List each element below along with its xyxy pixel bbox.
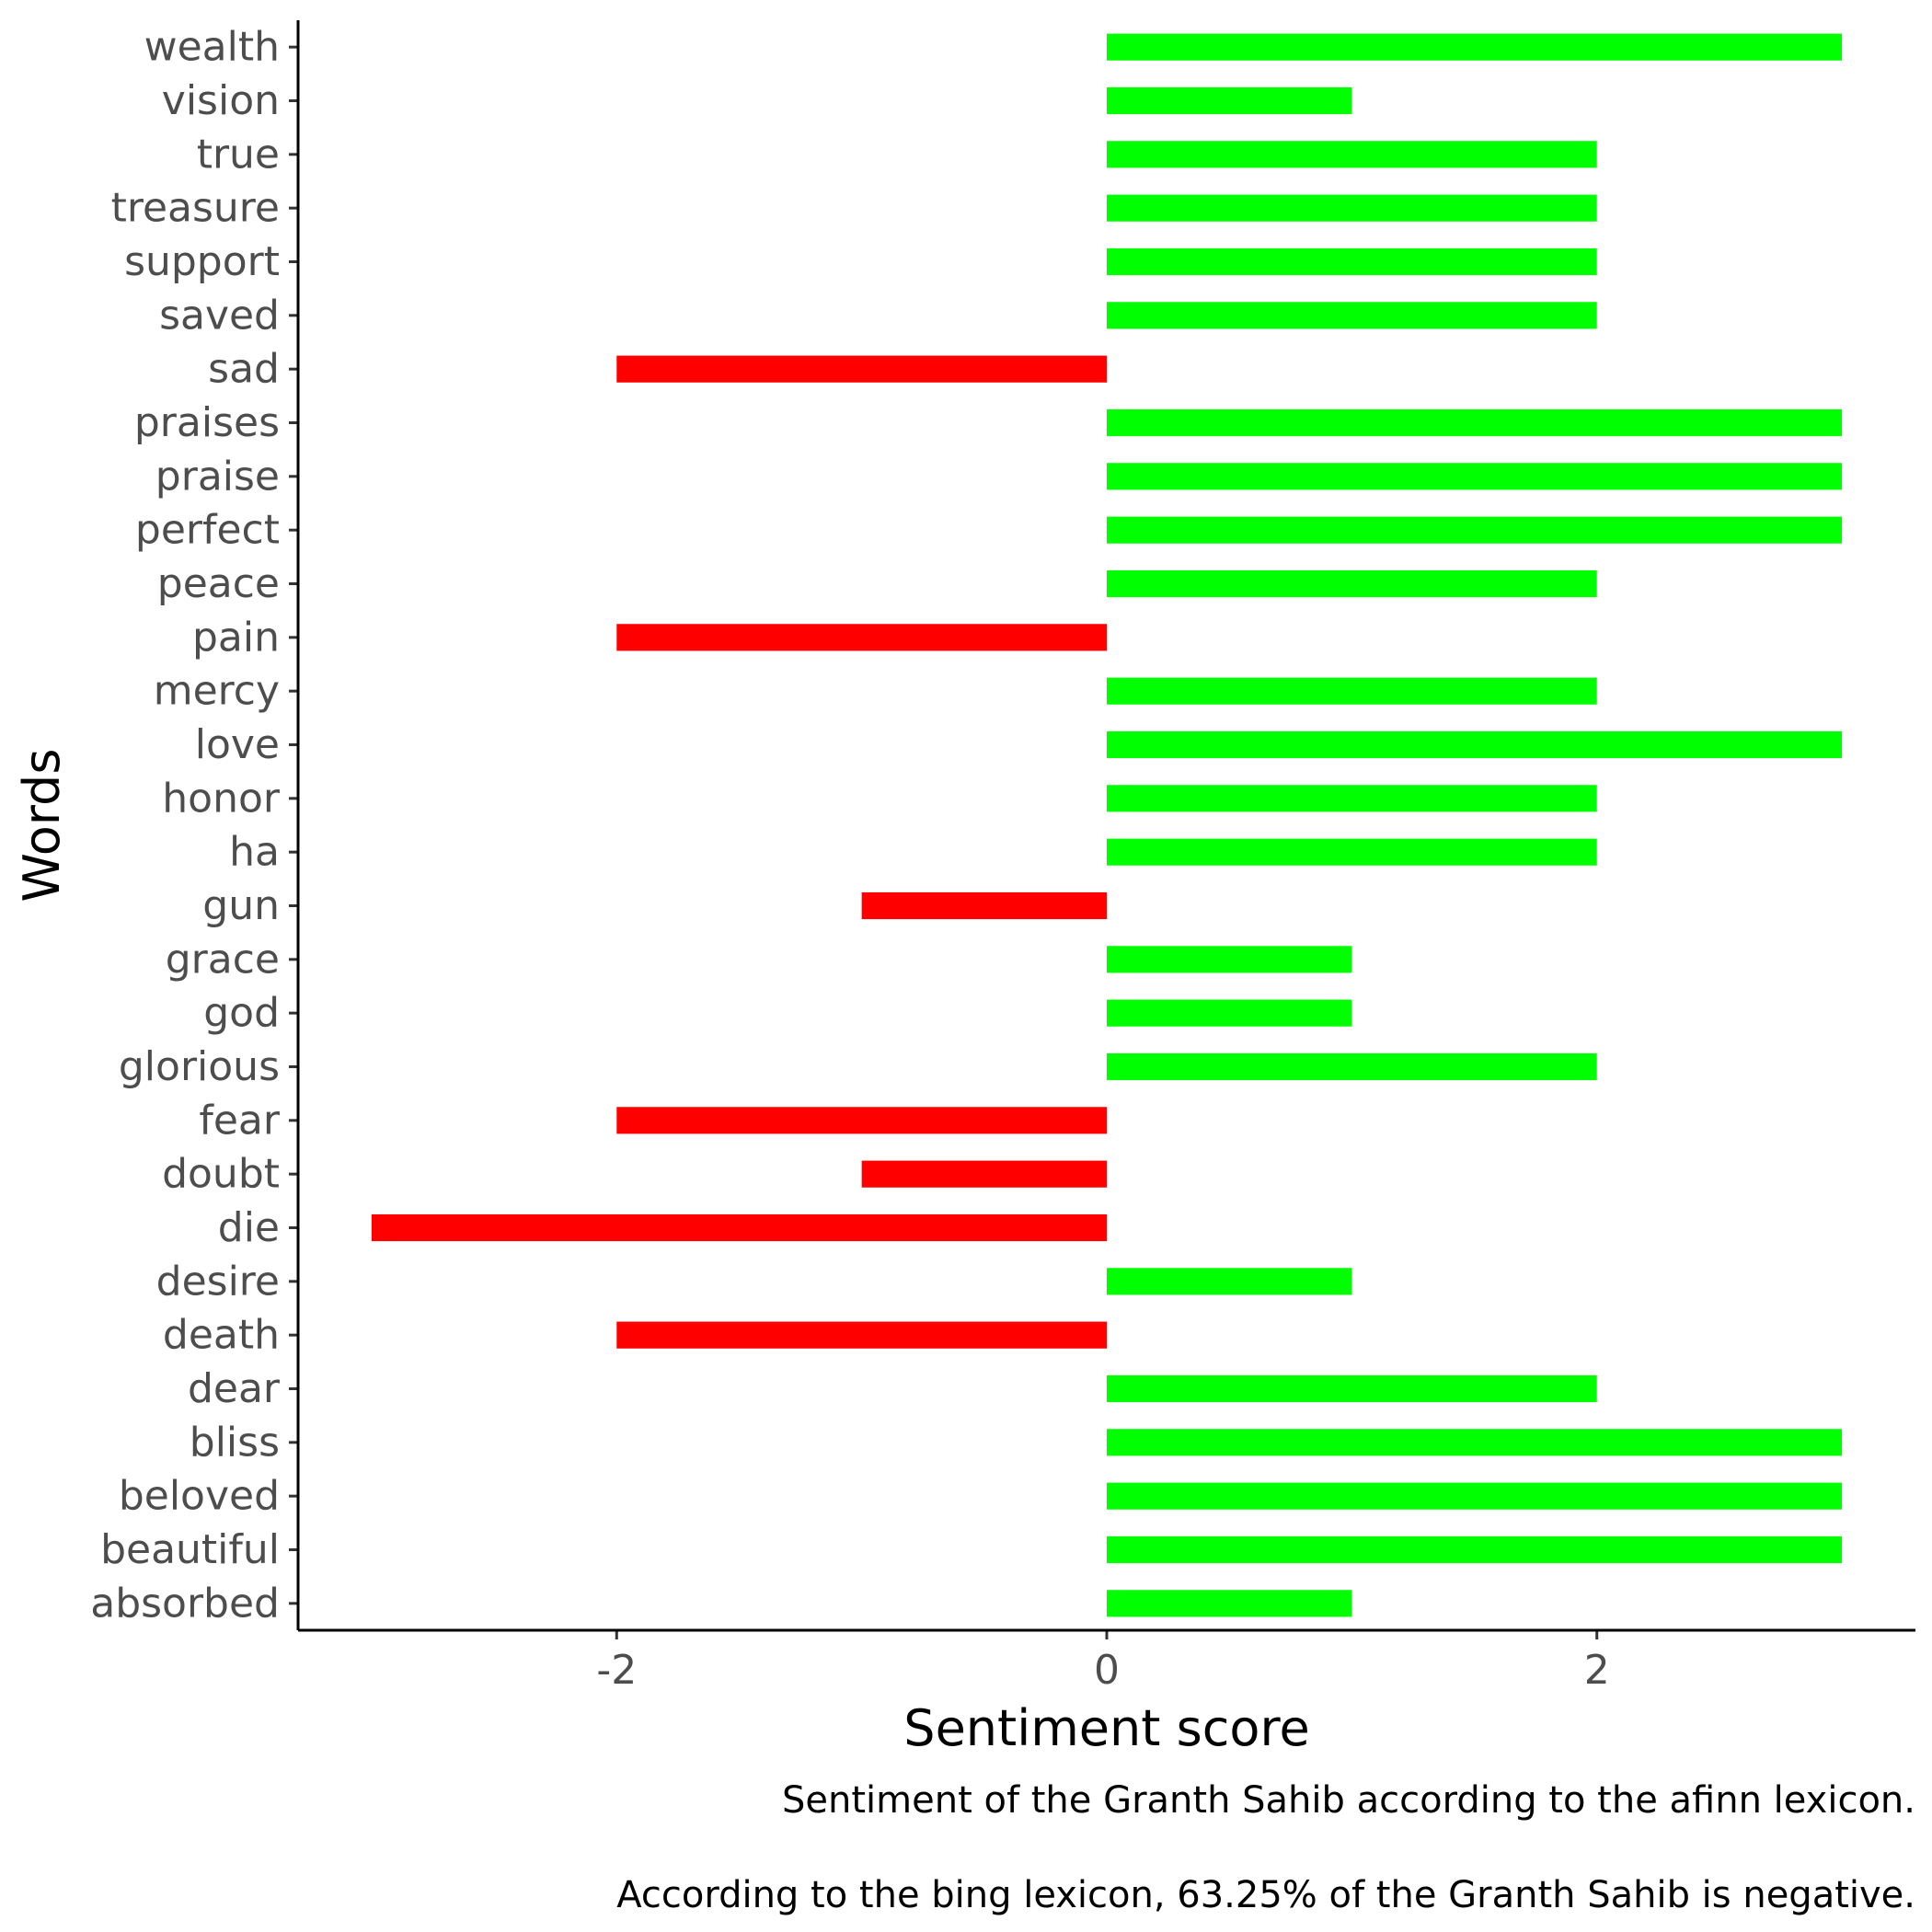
bar-bliss	[1107, 1429, 1843, 1456]
bar-absorbed	[1107, 1590, 1352, 1617]
bar-praises	[1107, 408, 1843, 437]
y-tick-label-treasure: treasure	[111, 185, 280, 232]
y-tick-label-true: true	[197, 131, 280, 178]
bar-ha	[1107, 838, 1597, 866]
x-ticks: -2 0 2	[596, 1630, 1610, 1694]
bar-praise	[1107, 463, 1843, 490]
y-tick-label-absorbed: absorbed	[90, 1580, 280, 1627]
bar-sad	[616, 355, 1107, 383]
bar-glorious	[1107, 1052, 1597, 1081]
y-tick-label-doubt: doubt	[162, 1151, 280, 1198]
y-tick-label-saved: saved	[159, 292, 280, 339]
y-tick-label-sad: sad	[208, 346, 280, 393]
y-tick-label-dear: dear	[188, 1365, 281, 1412]
bar-beloved	[1107, 1482, 1843, 1510]
y-tick-label-honor: honor	[162, 775, 281, 822]
bar-treasure	[1107, 194, 1597, 222]
y-tick-label-beautiful: beautiful	[100, 1526, 280, 1573]
caption-bing: According to the bing lexicon, 63.25% of…	[616, 1874, 1915, 1916]
y-tick-label-grace: grace	[166, 936, 280, 983]
y-tick-label-fear: fear	[199, 1097, 281, 1144]
y-tick-label-vision: vision	[162, 77, 280, 124]
y-tick-label-glorious: glorious	[119, 1043, 280, 1090]
x-tick-label: -2	[596, 1647, 637, 1694]
y-tick-label-praises: praises	[134, 399, 280, 446]
x-tick-label: 0	[1094, 1647, 1120, 1694]
bar-doubt	[861, 1160, 1107, 1188]
bar-dear	[1107, 1374, 1597, 1403]
bar-support	[1107, 247, 1597, 276]
x-tick-label: 2	[1584, 1647, 1610, 1694]
y-tick-labels: wealth vision true treasure support saved sad p…	[90, 24, 298, 1627]
bar-pain	[616, 624, 1107, 651]
bar-fear	[616, 1107, 1107, 1134]
bar-death	[616, 1321, 1107, 1349]
bar-god	[1107, 999, 1352, 1027]
y-tick-label-ha: ha	[229, 829, 280, 876]
bar-love	[1107, 730, 1843, 759]
bar-perfect	[1107, 516, 1843, 544]
y-tick-label-die: die	[218, 1204, 280, 1251]
bar-true	[1107, 141, 1597, 168]
y-tick-label-pain: pain	[192, 614, 280, 661]
y-tick-label-god: god	[203, 990, 280, 1037]
y-tick-label-gun: gun	[202, 882, 280, 929]
bar-mercy	[1107, 677, 1597, 705]
y-tick-label-wealth: wealth	[144, 24, 280, 71]
y-tick-label-peace: peace	[157, 560, 280, 607]
bar-beautiful	[1107, 1535, 1843, 1564]
y-tick-label-praise: praise	[155, 453, 280, 500]
bar-die	[371, 1213, 1108, 1242]
y-tick-label-beloved: beloved	[119, 1473, 280, 1520]
bar-gun	[861, 891, 1107, 920]
bar-peace	[1107, 569, 1597, 598]
bar-vision	[1107, 86, 1352, 115]
x-axis-title: Sentiment score	[903, 1699, 1309, 1757]
y-tick-label-love: love	[195, 721, 280, 768]
y-tick-label-desire: desire	[156, 1258, 280, 1305]
y-tick-label-support: support	[124, 238, 280, 285]
y-tick-label-bliss: bliss	[190, 1419, 280, 1466]
bars-layer	[371, 33, 1843, 1617]
bar-desire	[1107, 1268, 1352, 1295]
y-tick-label-death: death	[163, 1312, 280, 1359]
y-tick-label-perfect: perfect	[135, 507, 280, 554]
caption-afinn: Sentiment of the Granth Sahib according …	[782, 1779, 1915, 1822]
y-tick-label-mercy: mercy	[154, 668, 280, 715]
bar-saved	[1107, 302, 1597, 329]
bar-grace	[1107, 946, 1352, 973]
y-axis-title: Words	[13, 749, 71, 903]
bar-wealth	[1107, 33, 1843, 61]
bar-honor	[1107, 785, 1597, 812]
